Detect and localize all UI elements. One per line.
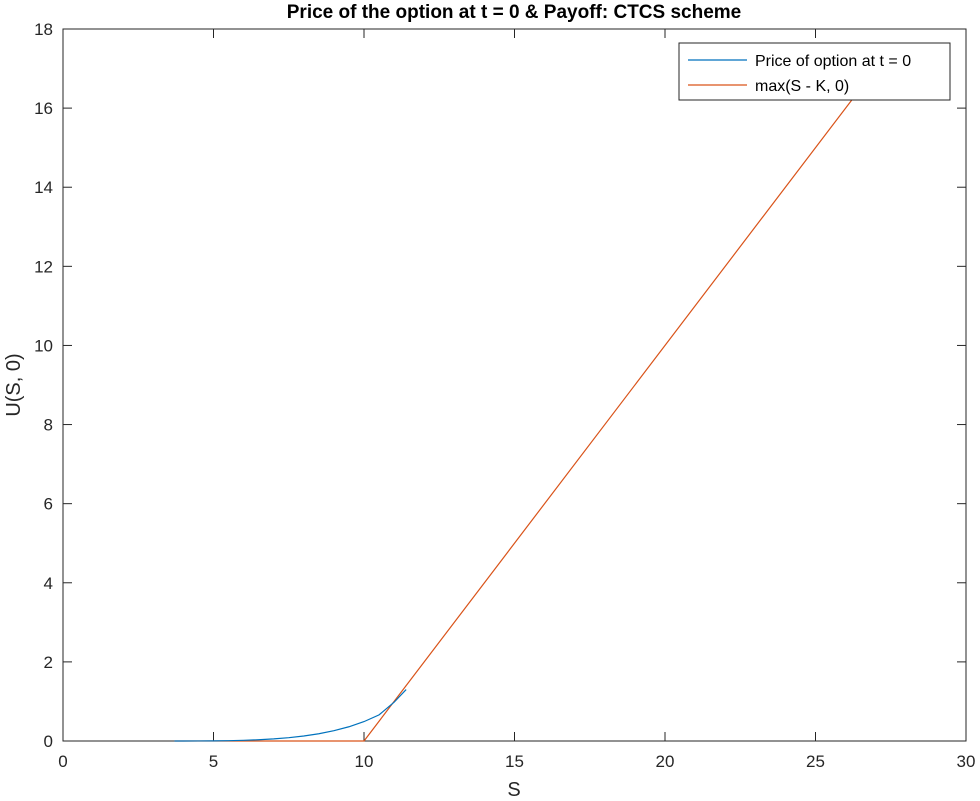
x-axis-ticks: 0 5 10 15 20 25 30 [58, 29, 975, 771]
y-tick-label: 16 [34, 99, 53, 118]
x-axis-label: S [507, 779, 520, 801]
x-tick-label: 20 [656, 752, 675, 771]
series-line-price [174, 689, 407, 742]
x-tick-label: 25 [806, 752, 825, 771]
y-tick-label: 14 [34, 178, 53, 197]
y-axis-label: U(S, 0) [3, 353, 25, 416]
y-tick-label: 8 [44, 416, 53, 435]
x-tick-label: 10 [355, 752, 374, 771]
x-tick-label: 5 [209, 752, 218, 771]
chart-title: Price of the option at t = 0 & Payoff: C… [287, 2, 742, 23]
plot-area [62, 28, 967, 742]
y-tick-label: 10 [34, 336, 53, 355]
legend-entry-price: Price of option at t = 0 [755, 53, 911, 70]
y-tick-label: 12 [34, 257, 53, 276]
x-tick-label: 30 [957, 752, 976, 771]
y-tick-label: 6 [44, 495, 53, 514]
y-tick-label: 18 [34, 20, 53, 39]
legend-box [678, 42, 951, 101]
x-tick-label: 0 [58, 752, 67, 771]
x-tick-label: 15 [505, 752, 524, 771]
y-tick-label: 4 [44, 574, 53, 593]
legend: Price of option at t = 0 max(S - K, 0) [678, 42, 951, 101]
legend-entry-payoff: max(S - K, 0) [755, 78, 849, 95]
axes-box [62, 28, 967, 742]
y-axis-ticks: 0 2 4 6 8 10 12 14 16 18 [34, 20, 966, 751]
y-tick-label: 2 [44, 653, 53, 672]
y-tick-label: 0 [44, 732, 53, 751]
series-layer [174, 99, 853, 742]
